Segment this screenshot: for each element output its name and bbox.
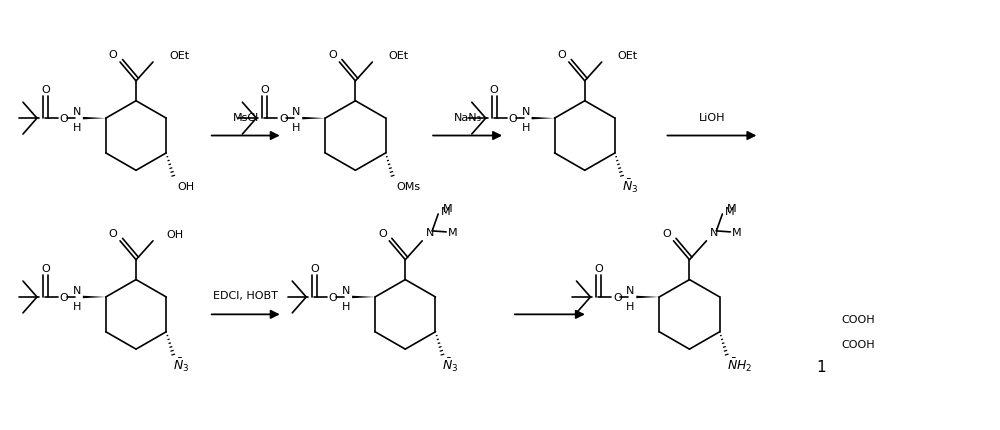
Text: M: M [443,203,453,214]
Text: O: O [41,85,50,95]
Text: N: N [73,286,81,295]
Text: O: O [260,85,269,95]
Polygon shape [532,118,555,120]
Text: M: M [727,203,737,214]
Text: O: O [60,292,68,302]
Text: H: H [342,301,350,311]
Text: O: O [109,50,117,60]
Text: M: M [448,227,458,237]
Text: N: N [710,227,719,237]
Text: O: O [60,114,68,124]
Text: OH: OH [166,229,183,240]
Text: OEt: OEt [169,51,189,61]
Text: EDCl, HOBT: EDCl, HOBT [213,291,278,301]
Text: H: H [73,123,81,133]
Text: N: N [426,227,434,237]
Text: H: H [626,301,635,311]
Polygon shape [83,118,106,120]
Text: N: N [292,107,300,117]
Text: H: H [292,123,300,133]
Text: O: O [662,228,671,238]
Text: N: N [521,107,530,117]
Text: O: O [41,264,50,273]
Text: O: O [109,228,117,238]
Text: OH: OH [177,181,194,191]
Text: $\bar{N}_3$: $\bar{N}_3$ [173,356,190,374]
Text: O: O [557,50,566,60]
Text: OMs: OMs [397,181,421,191]
Polygon shape [302,118,325,120]
Text: LiOH: LiOH [699,112,725,122]
Text: $\bar{N}_3$: $\bar{N}_3$ [622,178,638,195]
Text: 1: 1 [816,359,826,374]
Text: M: M [732,227,742,237]
Text: N: N [626,286,635,295]
Text: O: O [279,114,288,124]
Text: $\bar{N}_3$: $\bar{N}_3$ [442,356,459,374]
Text: O: O [613,292,622,302]
Text: O: O [378,228,387,238]
Text: M: M [725,206,735,217]
Text: H: H [521,123,530,133]
Text: O: O [329,292,338,302]
Text: H: H [73,301,81,311]
Text: MsCl: MsCl [233,112,259,122]
Text: N: N [73,107,81,117]
Text: O: O [328,50,337,60]
Text: COOH: COOH [841,339,875,349]
Text: $\bar{N}H_2$: $\bar{N}H_2$ [727,356,752,374]
Text: O: O [595,264,603,273]
Text: O: O [508,114,517,124]
Text: O: O [490,85,499,95]
Text: O: O [310,264,319,273]
Polygon shape [636,296,659,298]
Text: NaN₃: NaN₃ [453,112,482,122]
Polygon shape [83,296,106,298]
Text: M: M [441,206,451,217]
Text: N: N [342,286,350,295]
Text: COOH: COOH [841,315,875,325]
Text: OEt: OEt [618,51,638,61]
Text: OEt: OEt [388,51,408,61]
Polygon shape [352,296,375,298]
